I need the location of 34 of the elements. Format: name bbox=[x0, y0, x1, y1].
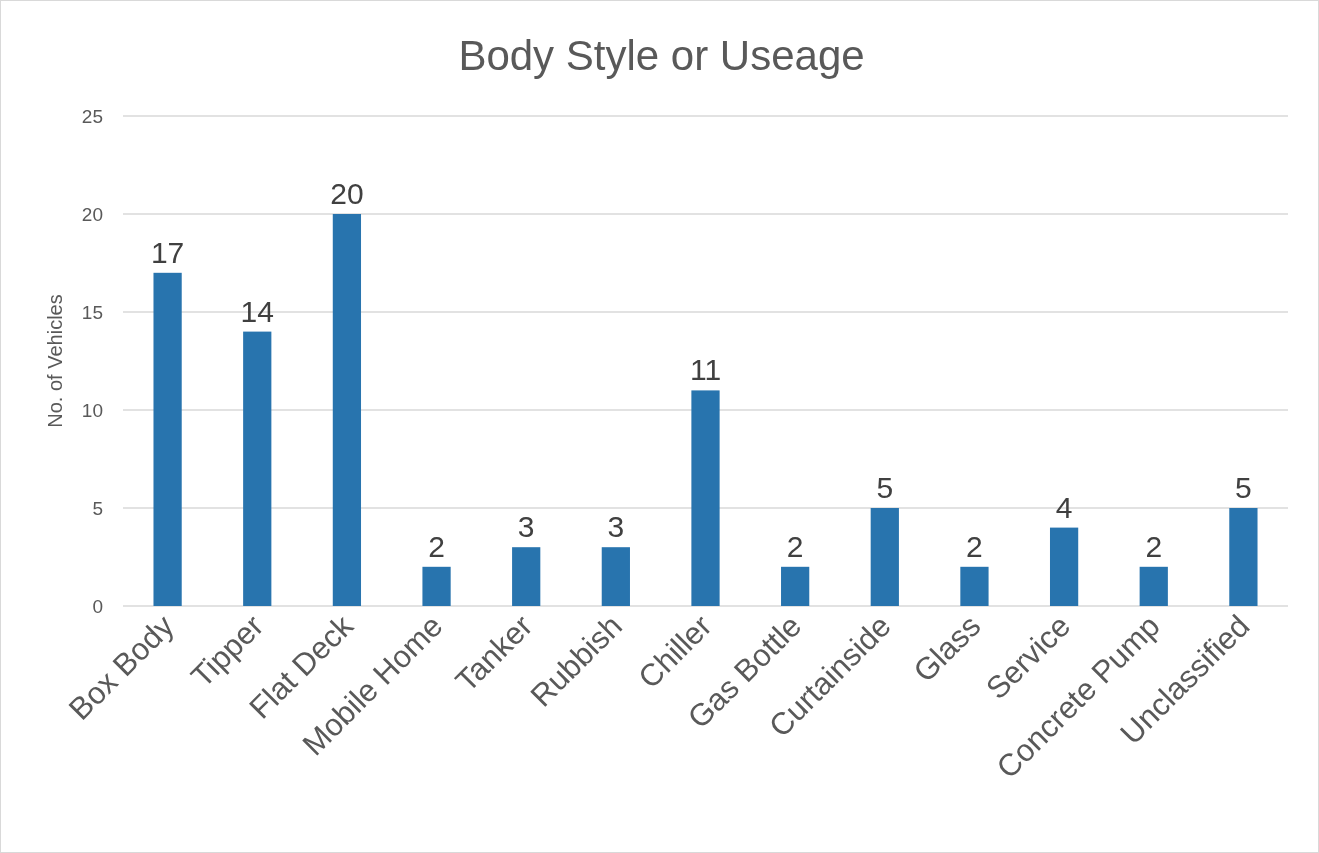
data-label: 14 bbox=[240, 294, 274, 328]
chart-title: Body Style or Useage bbox=[458, 32, 865, 79]
data-label: 2 bbox=[786, 529, 804, 563]
bar bbox=[422, 566, 451, 606]
y-tick-label: 5 bbox=[92, 497, 103, 519]
bar bbox=[870, 508, 899, 606]
bar bbox=[1139, 566, 1168, 606]
data-label: 17 bbox=[150, 235, 185, 269]
data-label: 3 bbox=[517, 510, 535, 544]
data-label: 4 bbox=[1055, 490, 1073, 524]
y-tick-label: 20 bbox=[81, 203, 103, 225]
bar bbox=[1049, 527, 1079, 606]
bar bbox=[960, 566, 989, 606]
data-label: 11 bbox=[689, 353, 722, 387]
bar bbox=[691, 390, 720, 606]
bar bbox=[512, 547, 541, 606]
data-label: 5 bbox=[876, 471, 894, 504]
data-label: 2 bbox=[428, 529, 445, 563]
y-axis-title: No. of Vehicles bbox=[44, 294, 66, 428]
bar bbox=[601, 547, 630, 606]
data-label: 5 bbox=[1235, 471, 1252, 504]
bar bbox=[243, 331, 272, 606]
y-tick-label: 10 bbox=[81, 399, 103, 421]
data-label: 3 bbox=[607, 510, 625, 544]
data-label: 20 bbox=[330, 177, 364, 210]
data-label: 2 bbox=[966, 529, 983, 563]
bar bbox=[332, 214, 362, 606]
y-tick-label: 0 bbox=[92, 595, 103, 617]
bar bbox=[153, 272, 182, 606]
data-label: 2 bbox=[1145, 529, 1163, 563]
bar bbox=[1229, 508, 1258, 606]
y-tick-label: 15 bbox=[81, 301, 103, 323]
bar bbox=[781, 566, 810, 606]
y-tick-label: 25 bbox=[81, 105, 103, 127]
